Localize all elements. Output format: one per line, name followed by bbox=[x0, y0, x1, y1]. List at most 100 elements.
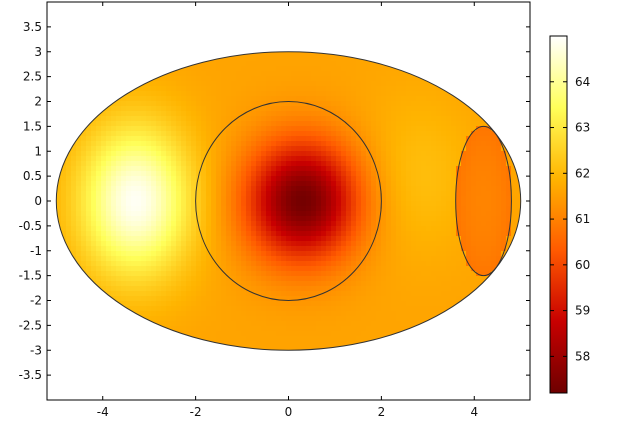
field-cell bbox=[231, 146, 237, 152]
field-cell bbox=[476, 156, 482, 162]
field-cell bbox=[501, 211, 507, 217]
field-cell bbox=[451, 121, 457, 127]
field-cell bbox=[316, 201, 322, 207]
field-cell bbox=[276, 221, 282, 227]
field-cell bbox=[391, 266, 397, 272]
field-cell bbox=[366, 91, 372, 97]
field-cell bbox=[216, 146, 222, 152]
field-cell bbox=[351, 131, 357, 137]
field-cell bbox=[371, 306, 377, 312]
field-cell bbox=[491, 226, 497, 232]
field-cell bbox=[116, 166, 122, 172]
field-cell bbox=[306, 316, 312, 322]
field-cell bbox=[431, 211, 437, 217]
field-cell bbox=[316, 141, 322, 147]
field-cell bbox=[496, 231, 502, 237]
field-cell bbox=[276, 166, 282, 172]
field-cell bbox=[271, 151, 277, 157]
field-cell bbox=[466, 136, 472, 142]
field-cell bbox=[206, 211, 212, 217]
field-cell bbox=[466, 161, 472, 167]
field-cell bbox=[121, 111, 127, 117]
field-cell bbox=[131, 221, 137, 227]
field-cell bbox=[211, 156, 217, 162]
field-cell bbox=[391, 146, 397, 152]
field-cell bbox=[241, 231, 247, 237]
field-cell bbox=[451, 226, 457, 232]
field-cell bbox=[431, 251, 437, 257]
field-cell bbox=[66, 166, 72, 172]
field-cell bbox=[226, 216, 232, 222]
field-cell bbox=[201, 301, 207, 307]
field-cell bbox=[271, 96, 277, 102]
field-cell bbox=[401, 291, 407, 297]
field-cell bbox=[471, 186, 477, 192]
field-cell bbox=[161, 311, 167, 317]
field-cell bbox=[296, 276, 302, 282]
field-cell bbox=[86, 216, 92, 222]
field-cell bbox=[501, 181, 507, 187]
field-cell bbox=[466, 116, 472, 122]
field-cell bbox=[451, 176, 457, 182]
field-cell bbox=[121, 206, 127, 212]
field-cell bbox=[161, 286, 167, 292]
field-cell bbox=[481, 196, 487, 202]
field-cell bbox=[416, 151, 422, 157]
field-cell bbox=[371, 161, 377, 167]
field-cell bbox=[271, 146, 277, 152]
field-cell bbox=[226, 201, 232, 207]
field-cell bbox=[176, 81, 182, 87]
field-cell bbox=[246, 151, 252, 157]
field-cell bbox=[241, 206, 247, 212]
field-cell bbox=[281, 191, 287, 197]
field-cell bbox=[331, 71, 337, 77]
field-cell bbox=[321, 91, 327, 97]
field-cell bbox=[201, 251, 207, 257]
field-cell bbox=[236, 221, 242, 227]
field-cell bbox=[131, 286, 137, 292]
field-cell bbox=[156, 316, 162, 322]
field-cell bbox=[91, 216, 97, 222]
field-cell bbox=[306, 281, 312, 287]
field-cell bbox=[411, 246, 417, 252]
field-cell bbox=[346, 236, 352, 242]
field-cell bbox=[396, 81, 402, 87]
field-cell bbox=[196, 301, 202, 307]
field-cell bbox=[246, 126, 252, 132]
field-cell bbox=[311, 261, 317, 267]
field-cell bbox=[191, 171, 197, 177]
field-cell bbox=[91, 151, 97, 157]
field-cell bbox=[381, 306, 387, 312]
field-cell bbox=[296, 261, 302, 267]
field-cell bbox=[246, 196, 252, 202]
field-cell bbox=[81, 136, 87, 142]
field-cell bbox=[461, 216, 467, 222]
field-cell bbox=[401, 116, 407, 122]
field-cell bbox=[451, 196, 457, 202]
field-cell bbox=[126, 141, 132, 147]
field-cell bbox=[301, 271, 307, 277]
field-cell bbox=[386, 161, 392, 167]
field-cell bbox=[216, 306, 222, 312]
field-cell bbox=[331, 246, 337, 252]
field-cell bbox=[266, 291, 272, 297]
field-cell bbox=[196, 131, 202, 137]
field-cell bbox=[186, 146, 192, 152]
field-cell bbox=[61, 166, 67, 172]
field-cell bbox=[276, 281, 282, 287]
field-cell bbox=[206, 76, 212, 82]
field-cell bbox=[156, 271, 162, 277]
field-cell bbox=[196, 241, 202, 247]
field-cell bbox=[211, 66, 217, 72]
field-cell bbox=[221, 286, 227, 292]
field-cell bbox=[291, 216, 297, 222]
field-cell bbox=[451, 136, 457, 142]
field-cell bbox=[431, 146, 437, 152]
field-cell bbox=[326, 176, 332, 182]
field-cell bbox=[96, 196, 102, 202]
field-cell bbox=[151, 171, 157, 177]
field-cell bbox=[396, 126, 402, 132]
field-cell bbox=[441, 186, 447, 192]
field-cell bbox=[366, 271, 372, 277]
field-cell bbox=[401, 76, 407, 82]
